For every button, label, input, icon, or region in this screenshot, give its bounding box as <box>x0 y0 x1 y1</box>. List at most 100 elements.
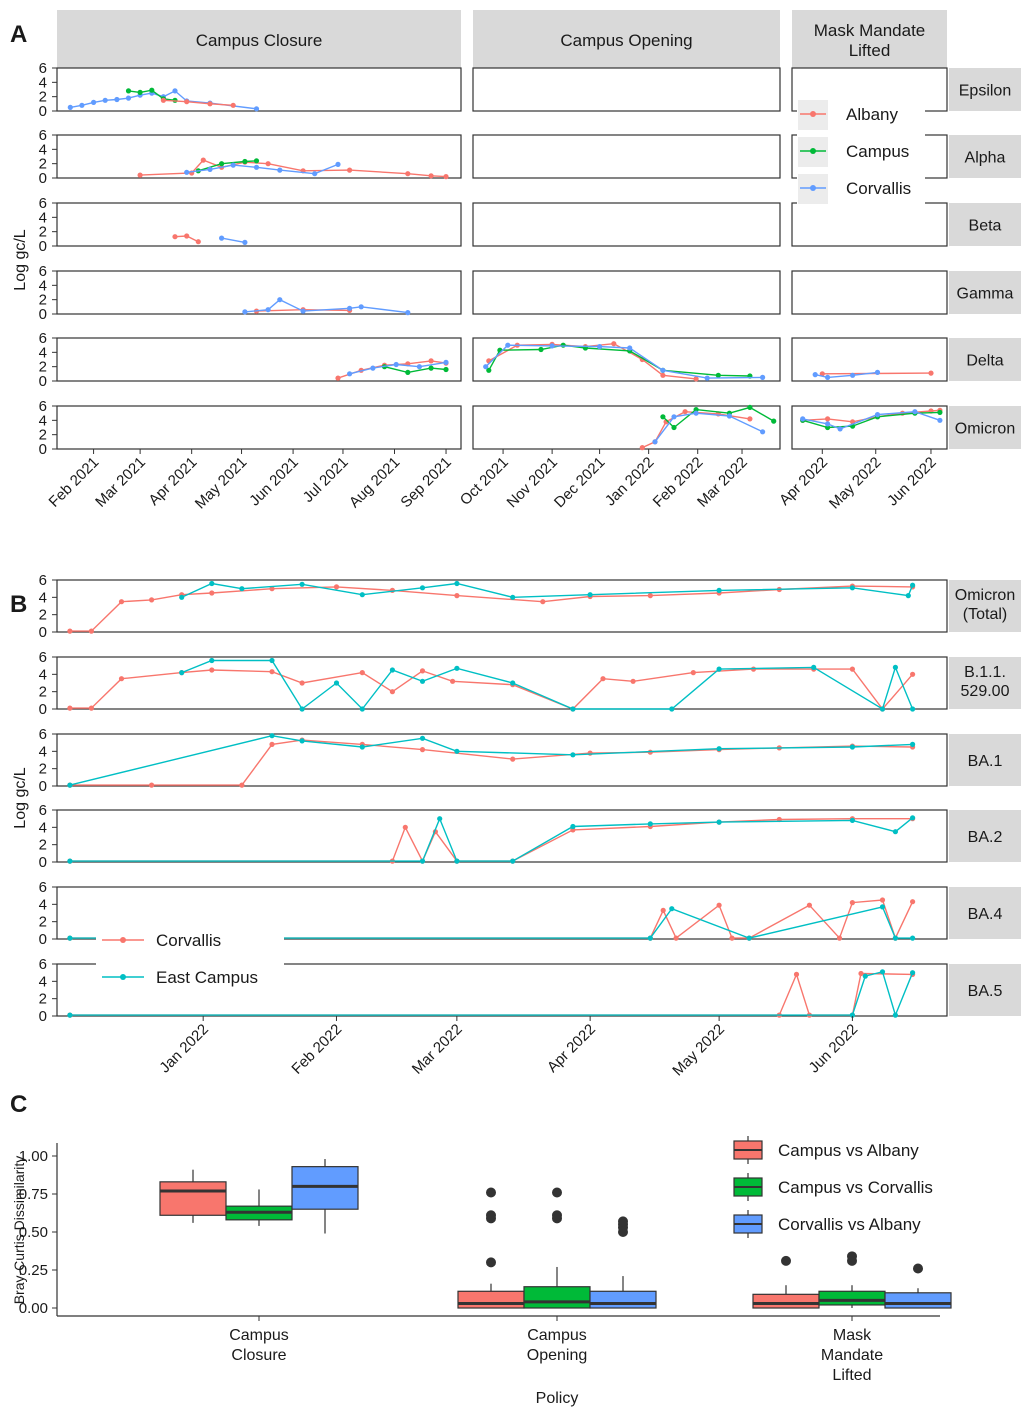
series-east-campus-point <box>299 738 305 744</box>
series-corvallis-point <box>393 361 399 368</box>
legend-label: Albany <box>846 105 898 124</box>
series-east-campus-point <box>359 706 365 712</box>
x-axis-label: Policy <box>536 1390 579 1407</box>
series-albany-point <box>928 370 934 376</box>
series-east-campus-point <box>67 782 73 788</box>
series-corvallis-point <box>405 310 411 316</box>
x-tick-label: Mandate <box>821 1347 883 1364</box>
y-tick-label: 6 <box>39 127 47 144</box>
series-corvallis-point <box>125 95 132 101</box>
y-tick-label: 4 <box>39 819 47 836</box>
series-corvallis-point <box>874 369 881 375</box>
series-campus-point <box>937 409 943 415</box>
facet-strip-row <box>949 887 1021 939</box>
series-east-campus-line <box>69 734 913 786</box>
outlier-point <box>486 1187 496 1198</box>
series-east-campus-point <box>419 735 426 741</box>
series-east-campus-point <box>892 935 899 941</box>
facet-strip-column <box>473 10 780 68</box>
series-corvallis-point <box>67 104 73 110</box>
series-campus-point <box>428 365 434 371</box>
y-axis-label: Bray-Curtis Dissimilarity <box>11 1156 27 1305</box>
series-corvallis-point <box>693 410 699 416</box>
y-tick-label: 0 <box>39 778 47 795</box>
series-corvallis-point <box>253 106 260 112</box>
x-tick-label: Campus <box>527 1327 587 1344</box>
series-corvallis-line <box>221 237 246 244</box>
series-east-campus-point <box>669 706 675 712</box>
series-east-campus-point <box>67 858 73 864</box>
series-campus-point <box>486 367 492 373</box>
facet-strip-column <box>792 10 947 68</box>
series-east-campus-point <box>570 706 576 712</box>
box <box>523 1286 591 1309</box>
legend-label: Corvallis vs Albany <box>778 1215 921 1234</box>
facet-strip-row <box>949 406 1021 449</box>
series-east-campus-point <box>849 1012 856 1018</box>
facet-panel <box>472 67 781 112</box>
y-tick-label: 2 <box>39 914 47 931</box>
box <box>752 1293 820 1309</box>
facet-strip-row-label: (Total) <box>963 606 1007 623</box>
series-albany-point <box>428 173 434 179</box>
series-albany-point <box>443 174 449 180</box>
legend-key-point <box>120 937 126 943</box>
series-corvallis-point <box>825 374 831 380</box>
legend-key-point <box>810 111 816 117</box>
series-east-campus-point <box>905 593 911 599</box>
facet-strip-row-label: Epsilon <box>959 83 1011 100</box>
facet-panel <box>472 202 781 247</box>
y-tick-label: 6 <box>39 879 47 896</box>
y-tick-label: 0 <box>39 931 47 948</box>
series-corvallis-point <box>729 935 735 941</box>
series-corvallis-point <box>359 670 365 676</box>
series-east-campus-point <box>716 746 722 752</box>
series-corvallis-point <box>549 343 555 349</box>
series-albany-point <box>184 99 190 105</box>
series-east-campus-point <box>454 665 460 671</box>
series-east-campus-line <box>69 970 914 1018</box>
series-east-campus-point <box>570 823 576 830</box>
y-tick-label: 0.50 <box>19 1224 48 1241</box>
series-campus-point <box>538 346 544 353</box>
series-east-campus-point <box>67 935 73 941</box>
series-corvallis-point <box>450 678 456 684</box>
outlier-point <box>847 1251 857 1262</box>
series-east-campus-point <box>862 973 868 979</box>
x-tick-label: Jun 2022 <box>806 1021 862 1077</box>
series-corvallis-point <box>102 97 108 103</box>
series-corvallis-point <box>671 414 677 420</box>
series-corvallis-point <box>837 426 843 432</box>
y-tick-label: 6 <box>39 649 47 666</box>
series-campus-point <box>825 424 831 431</box>
series-campus-point <box>443 366 449 373</box>
x-tick-label: Jul 2021 <box>300 454 352 506</box>
series-corvallis-point <box>600 676 606 682</box>
facet-panel <box>56 202 462 247</box>
series-east-campus-point <box>910 706 916 712</box>
series-corvallis-point <box>760 374 766 380</box>
facet-strip-row-label: B.1.1. <box>964 664 1006 681</box>
series-albany-point <box>195 239 201 245</box>
box <box>589 1290 657 1309</box>
series-corvallis-point <box>67 628 73 634</box>
y-tick-label: 6 <box>39 195 47 212</box>
series-corvallis-point <box>402 824 408 830</box>
x-tick-label: Opening <box>527 1347 588 1364</box>
series-albany-point <box>230 102 236 108</box>
series-east-campus-point <box>811 664 817 671</box>
series-corvallis-point <box>312 171 318 177</box>
series-east-campus-point <box>333 680 340 686</box>
facet-strip-row <box>949 271 1021 314</box>
facet-panel <box>56 733 948 787</box>
series-corvallis-point <box>149 782 155 788</box>
x-tick-label: Apr 2022 <box>776 454 831 509</box>
series-corvallis-point <box>879 897 886 903</box>
series-east-campus-point <box>209 580 215 587</box>
facet-panel <box>56 405 462 450</box>
series-corvallis-line <box>815 371 878 379</box>
series-corvallis-point <box>265 307 271 313</box>
facet-strip-row <box>949 580 1021 632</box>
series-corvallis-point <box>253 164 260 170</box>
series-east-campus-point <box>269 657 275 664</box>
